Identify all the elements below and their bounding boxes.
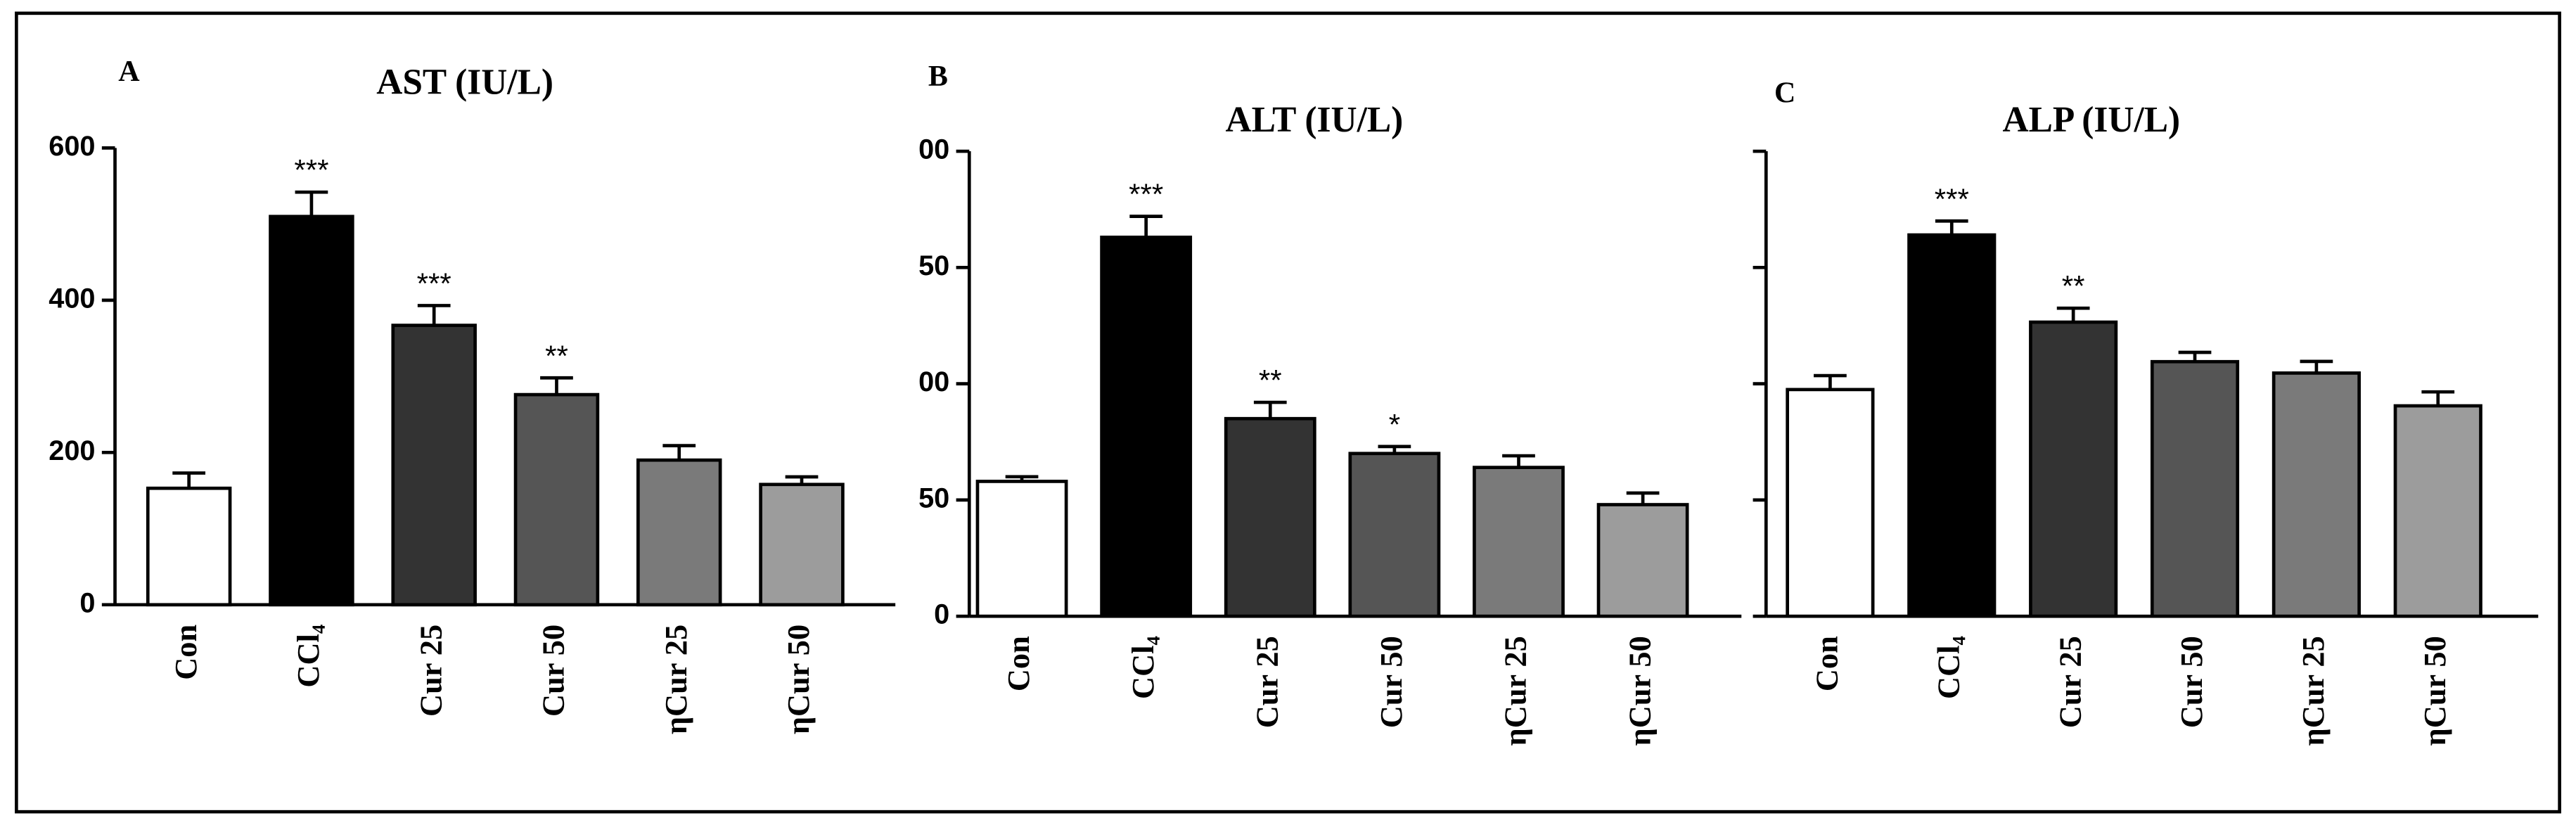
x-tick-label: Cur 50 [2174, 636, 2209, 728]
x-tick-label: ηCur 50 [781, 625, 816, 734]
x-tick-label: Con [1001, 636, 1036, 691]
x-tick-label: ηCur 50 [2417, 636, 2452, 746]
x-tick-label: Cur 50 [1373, 636, 1409, 728]
chart-title: AST (IU/L) [376, 62, 553, 102]
significance-label: ** [2062, 269, 2085, 302]
bar [1596, 503, 1689, 618]
figure-border [15, 11, 2561, 814]
y-tick-label: 600 [49, 131, 95, 162]
significance-label: * [1389, 408, 1400, 441]
panel-label: B [928, 60, 948, 93]
y-tick-label: 00 [918, 134, 949, 165]
bar [1907, 233, 1997, 618]
x-tick-label: CCl₄ [290, 625, 326, 688]
y-tick-label: 50 [918, 250, 949, 281]
bar [2150, 359, 2240, 618]
x-tick-label: CCl₄ [1930, 636, 1966, 699]
significance-label: *** [1935, 182, 1969, 215]
chart-title: ALT (IU/L) [1226, 100, 1404, 140]
y-tick-label: 00 [918, 366, 949, 397]
x-tick-label: Cur 50 [536, 625, 571, 717]
bar [1348, 452, 1441, 618]
x-tick-label: CCl₄ [1125, 636, 1160, 699]
x-tick-label: Con [1809, 636, 1845, 691]
bar [1224, 416, 1316, 618]
bar [2393, 404, 2482, 618]
y-tick-label: 50 [918, 482, 949, 513]
panel-label: A [118, 56, 140, 88]
bar [975, 480, 1068, 618]
y-tick-label: 200 [49, 435, 95, 466]
bar [513, 392, 600, 607]
bar [636, 458, 722, 607]
significance-label: *** [294, 153, 328, 186]
y-tick-label: 400 [49, 283, 95, 314]
significance-label: *** [417, 267, 451, 300]
significance-label: ** [545, 339, 568, 372]
bar [1100, 236, 1193, 618]
y-tick-label: 0 [79, 587, 95, 618]
bar [1473, 466, 1565, 618]
chart-title: ALP (IU/L) [2003, 100, 2181, 140]
x-tick-label: Con [168, 625, 203, 680]
x-tick-label: ηCur 25 [658, 625, 693, 734]
significance-label: *** [1129, 178, 1163, 211]
x-tick-label: ηCur 50 [1622, 636, 1657, 746]
significance-label: ** [1259, 364, 1282, 397]
panel-label: C [1774, 77, 1795, 109]
x-tick-label: Cur 25 [2052, 636, 2087, 728]
y-tick-label: 0 [934, 599, 949, 630]
bar [759, 482, 845, 607]
bar [391, 324, 477, 607]
bar [146, 486, 232, 607]
bar [269, 215, 354, 607]
bar [2271, 371, 2361, 618]
x-tick-label: ηCur 25 [2295, 636, 2331, 746]
x-tick-label: Cur 25 [413, 625, 448, 717]
bar [1786, 388, 1875, 618]
x-tick-label: Cur 25 [1249, 636, 1284, 728]
bar [2029, 320, 2118, 618]
x-tick-label: ηCur 25 [1498, 636, 1533, 746]
